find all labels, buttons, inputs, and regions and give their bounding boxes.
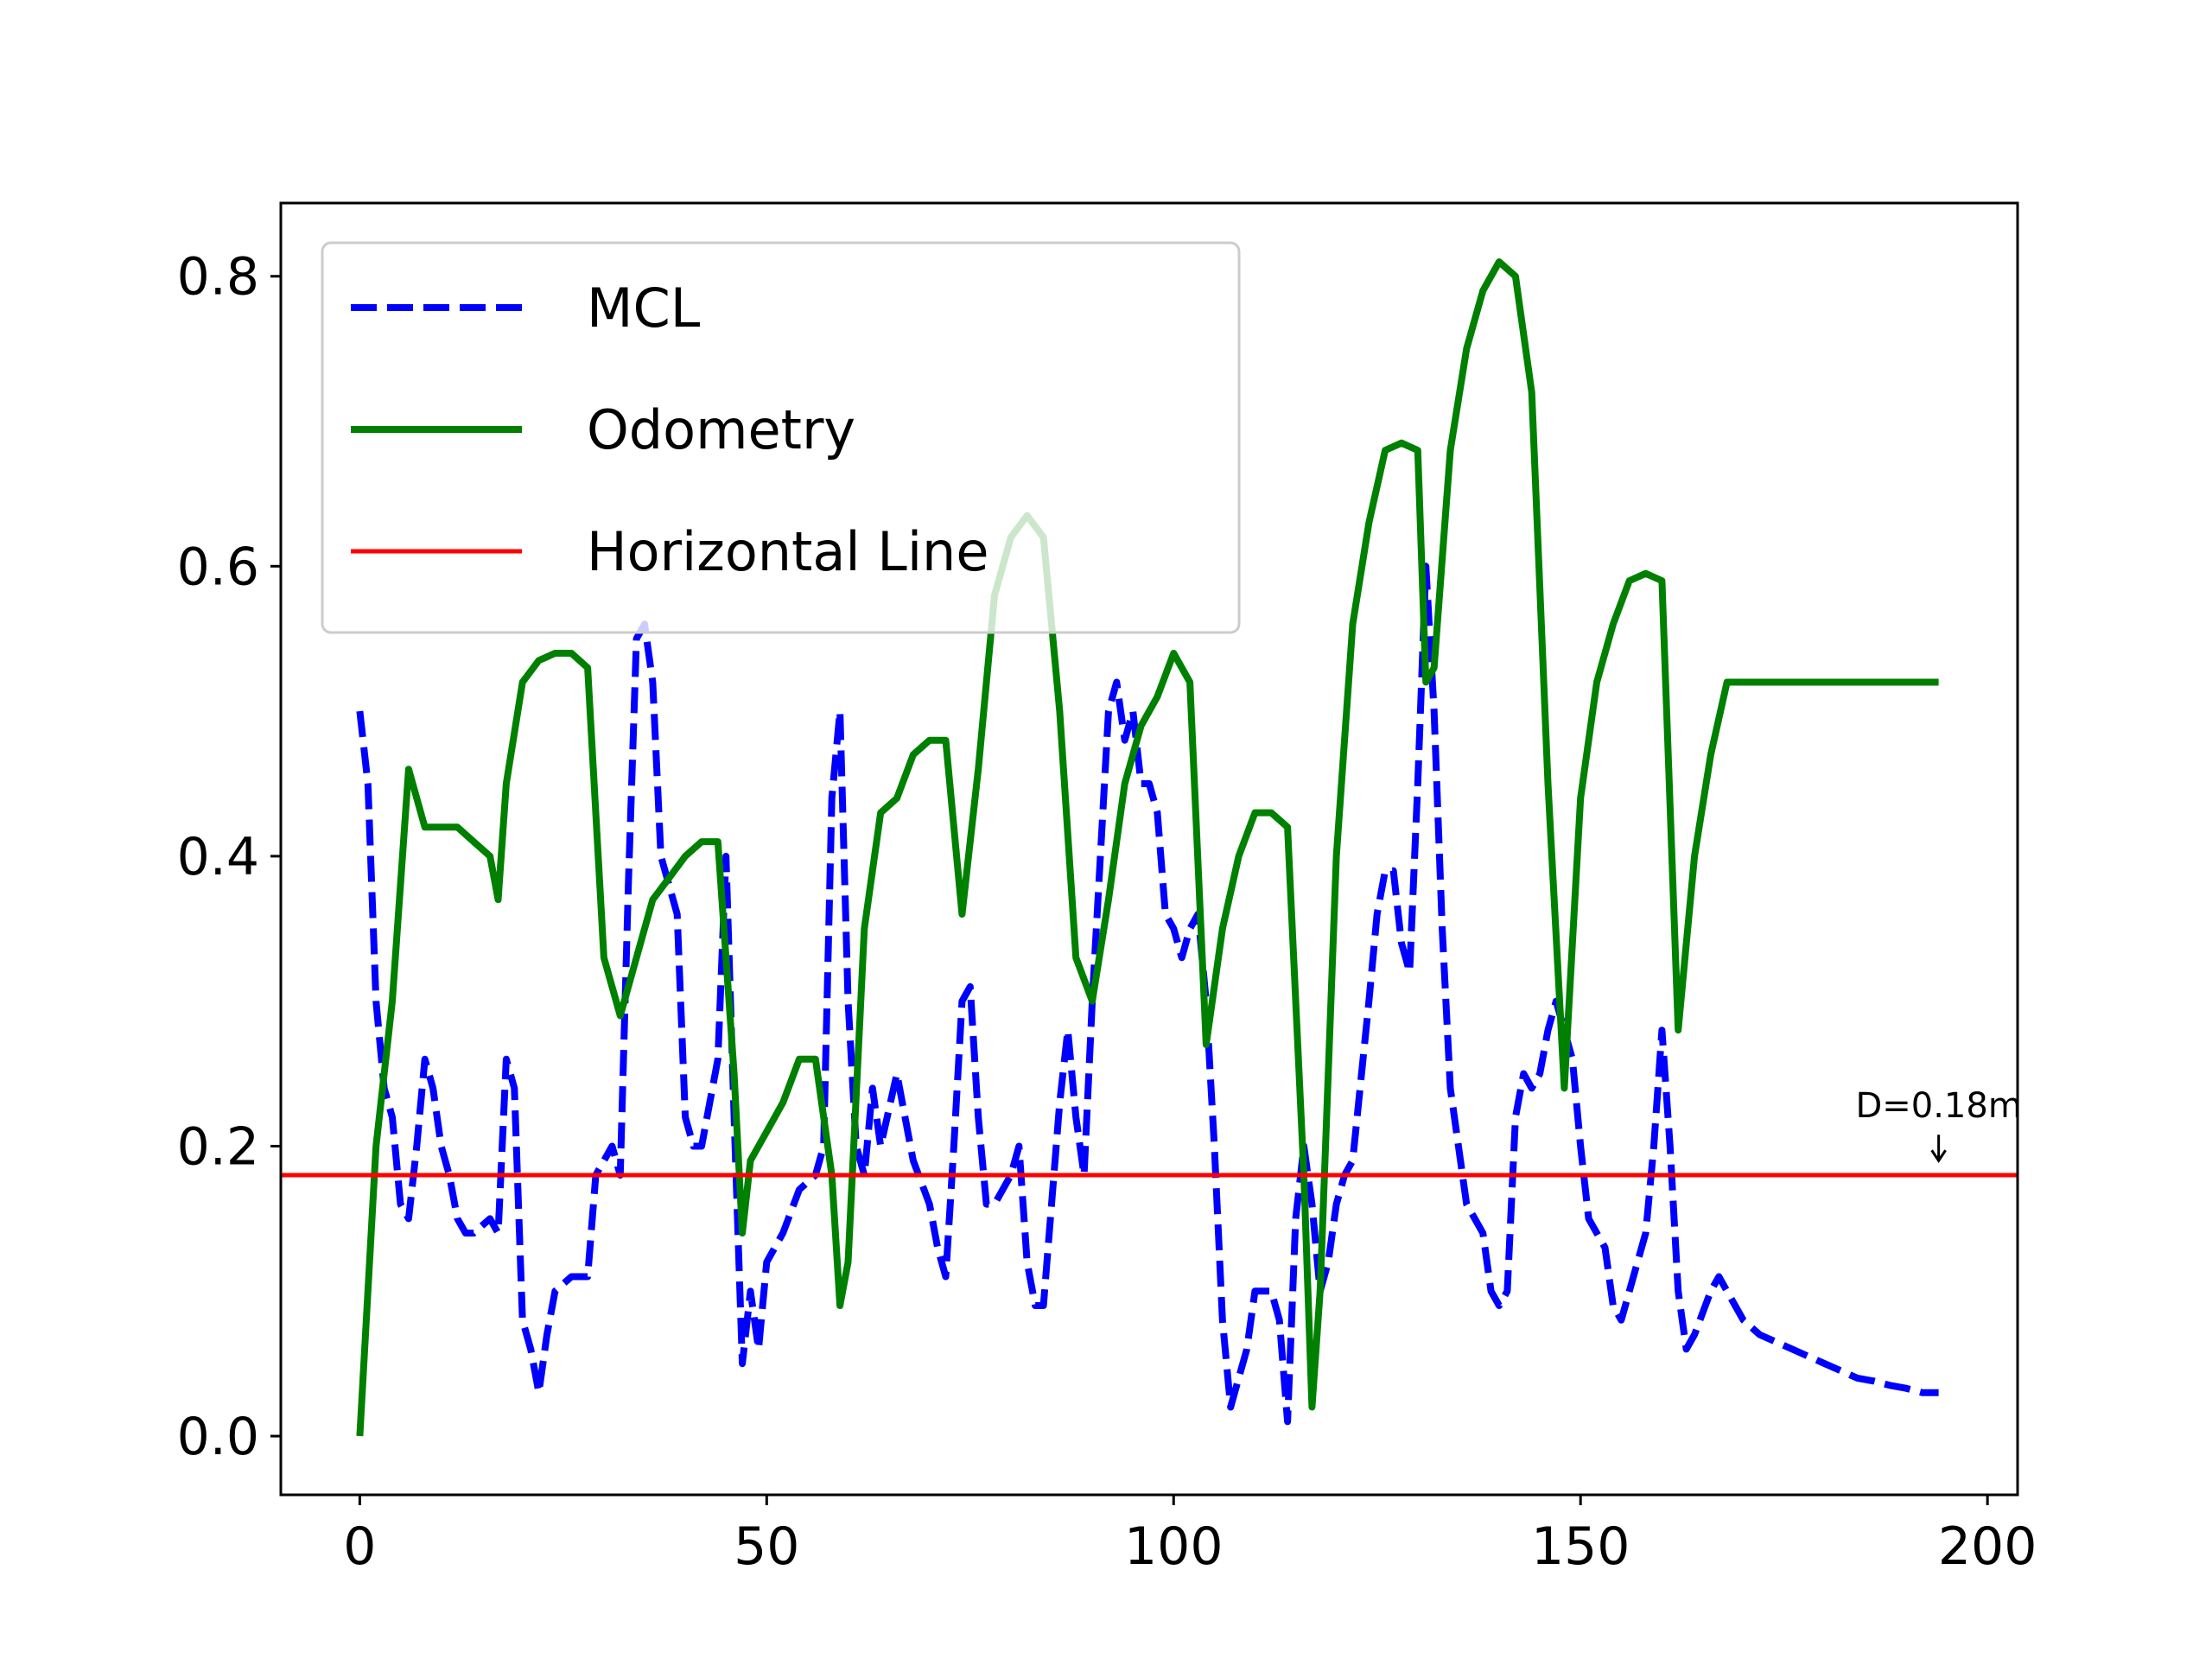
y-tick-label: 0.6 [177,537,259,597]
overlay: 0 50 100 150 200 0.0 0.2 0.4 0.6 0.8 D=0.18m MCL Odo… [177,241,2037,1577]
x-tick-label: 50 [734,1516,799,1577]
annotation: D=0.18m [1855,1086,2021,1126]
y-tick-label: 0.4 [177,827,259,887]
x-tick-label: 0 [343,1516,376,1577]
y-tick-label: 0.8 [177,247,259,308]
x-tick-label: 200 [1938,1516,2037,1577]
y-tick-label: 0.2 [177,1116,259,1177]
y-tick-label: 0.0 [177,1407,259,1467]
x-tick-label: 150 [1531,1516,1630,1577]
legend-label: MCL [587,276,701,340]
annotation-arrow [1930,1135,1947,1163]
legend-label: Odometry [587,398,855,461]
legend-label: Horizontal Line [587,520,988,583]
axes-frame [279,201,2019,1497]
data-line [356,563,1939,1426]
legend-box [321,241,1241,634]
x-tick-label: 100 [1124,1516,1224,1577]
